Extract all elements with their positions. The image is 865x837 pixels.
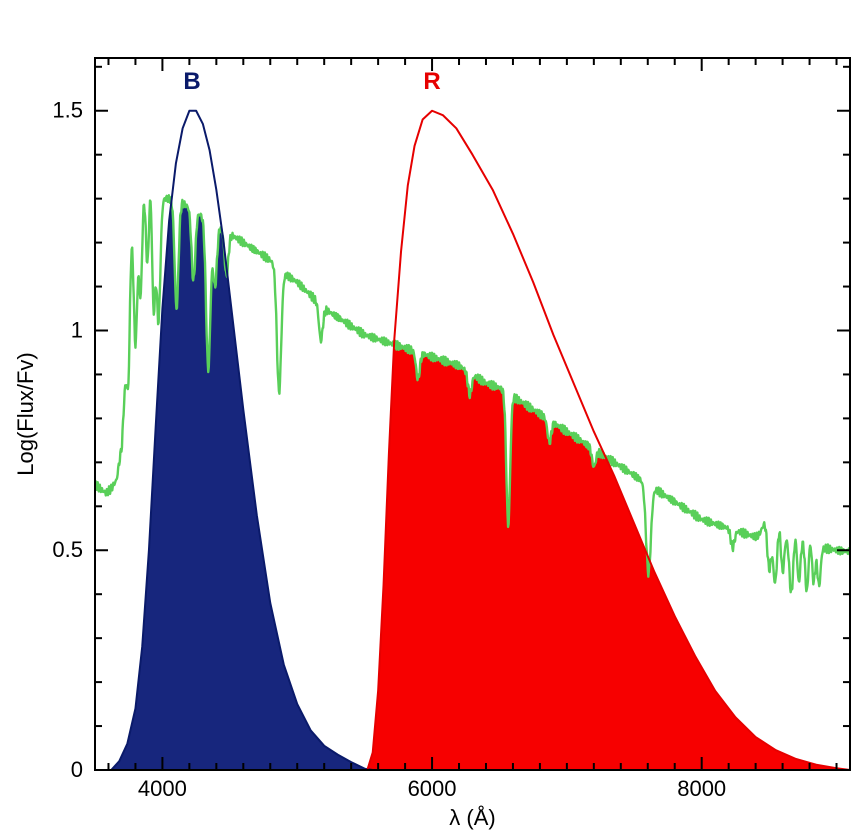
- x-tick-label: 4000: [138, 776, 187, 801]
- x-tick-label: 6000: [408, 776, 457, 801]
- y-axis-label: Log(Flux/Fv): [13, 352, 38, 475]
- y-tick-label: 1: [71, 317, 83, 342]
- x-axis-label: λ (Å): [449, 805, 495, 830]
- y-tick-label: 0: [71, 757, 83, 782]
- y-tick-label: 0.5: [52, 537, 83, 562]
- r-label: R: [423, 68, 440, 95]
- spectrum-chart: B R 4000 6000 8000 0 0.5 1 1.5 λ (Å) Log(Flux/Fv): [0, 0, 865, 837]
- y-tick-label: 1.5: [52, 98, 83, 123]
- x-tick-label: 8000: [677, 776, 726, 801]
- b-label: B: [183, 68, 200, 95]
